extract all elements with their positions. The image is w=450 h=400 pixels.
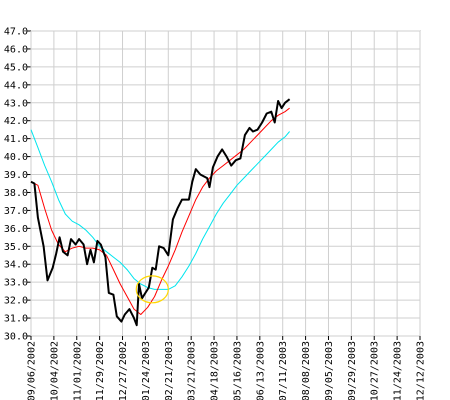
x-tick-label: 03/21/2003 bbox=[187, 341, 198, 400]
y-axis-labels: 30.0 31.0 32.0 33.0 34.0 35.0 36.0 37.0 38.0 39.0… bbox=[4, 27, 28, 343]
plot-area bbox=[30, 30, 421, 337]
series-line-2 bbox=[30, 107, 290, 315]
x-tick-label: 11/29/2002 bbox=[95, 341, 106, 400]
x-tick-label: 12/12/2003 bbox=[416, 341, 427, 400]
annotation-ellipse bbox=[135, 275, 169, 304]
y-tick-label: 47.0 bbox=[4, 27, 28, 38]
y-tick-label: 34.0 bbox=[4, 260, 28, 271]
y-tick-label: 35.0 bbox=[4, 242, 28, 253]
y-tick-label: 36.0 bbox=[4, 224, 28, 235]
series-line-3 bbox=[30, 129, 290, 290]
series-line-1 bbox=[30, 98, 291, 327]
x-tick-label: 07/11/2003 bbox=[278, 341, 289, 400]
y-tick-label: 31.0 bbox=[4, 314, 28, 325]
y-tick-label: 44.0 bbox=[4, 80, 28, 91]
x-tick-label: 02/21/2003 bbox=[164, 341, 175, 400]
x-tick-label: 11/01/2002 bbox=[72, 341, 83, 400]
x-tick-label: 12/27/2002 bbox=[118, 341, 129, 400]
y-tick-label: 32.0 bbox=[4, 296, 28, 307]
series-group bbox=[30, 98, 291, 327]
y-tick-label: 41.0 bbox=[4, 134, 28, 145]
y-tick-label: 43.0 bbox=[4, 98, 28, 109]
x-tick-label: 09/06/2002 bbox=[27, 341, 38, 400]
x-tick-label: 08/08/2003 bbox=[301, 341, 312, 400]
y-tick-label: 42.0 bbox=[4, 116, 28, 127]
x-tick-label: 10/04/2002 bbox=[49, 341, 60, 400]
x-tick-label: 10/27/2003 bbox=[370, 341, 381, 400]
x-tick-label: 05/16/2003 bbox=[232, 341, 243, 400]
x-axis-labels: 09/06/2002 10/04/2002 11/01/2002 11/29/2002… bbox=[27, 341, 427, 400]
x-tick-label: 04/18/2003 bbox=[210, 341, 221, 400]
x-tick-label: 09/05/2003 bbox=[324, 341, 335, 400]
x-tick-label: 11/24/2003 bbox=[393, 341, 404, 400]
annotations bbox=[135, 275, 169, 304]
y-tick-label: 30.0 bbox=[4, 332, 28, 343]
y-tick-label: 40.0 bbox=[4, 152, 28, 163]
y-tick-label: 46.0 bbox=[4, 44, 28, 55]
y-tick-label: 38.0 bbox=[4, 188, 28, 199]
y-tick-label: 39.0 bbox=[4, 170, 28, 181]
x-tick-label: 06/13/2003 bbox=[255, 341, 266, 400]
y-tick-label: 37.0 bbox=[4, 206, 28, 217]
x-tick-label: 09/29/2003 bbox=[347, 341, 358, 400]
x-tick-label: 01/24/2003 bbox=[141, 341, 152, 400]
y-tick-label: 45.0 bbox=[4, 62, 28, 73]
y-tick-label: 33.0 bbox=[4, 278, 28, 289]
